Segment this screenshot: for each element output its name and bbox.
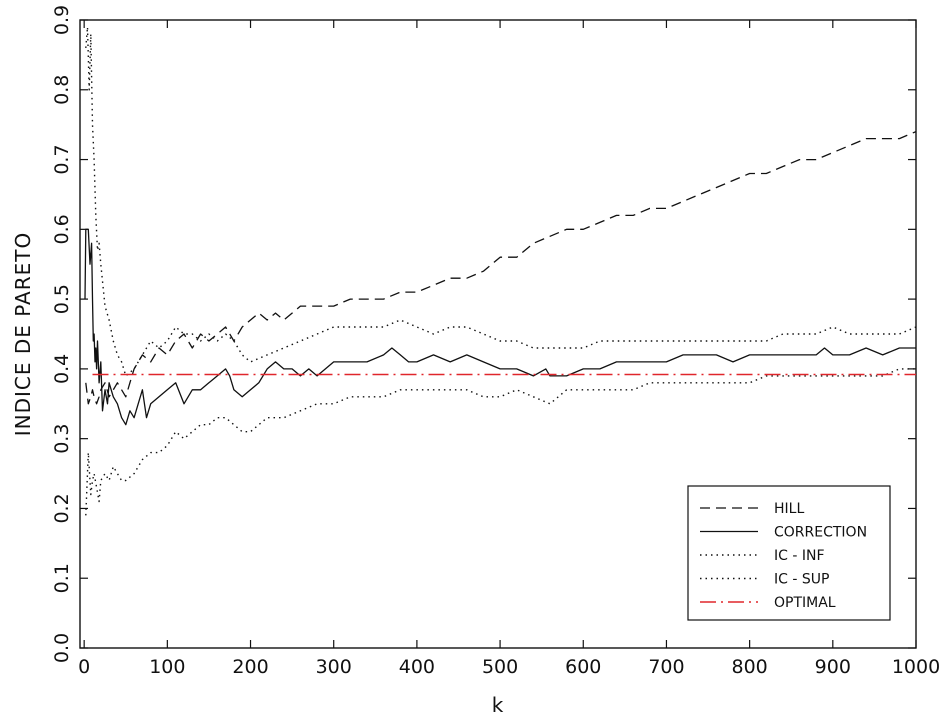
y-tick-label: 0.6 [51,214,73,244]
x-tick-label: 500 [482,656,518,678]
y-tick-label: 0.8 [51,75,73,105]
x-tick-label: 200 [232,656,268,678]
x-tick-label: 400 [399,656,435,678]
y-tick-label: 0.1 [51,563,73,593]
y-axis-label: INDICE DE PARETO [11,232,35,436]
x-tick-label: 1000 [892,656,940,678]
x-tick-label: 100 [149,656,185,678]
y-tick-label: 0.0 [51,633,73,663]
x-tick-label: 900 [815,656,851,678]
y-tick-label: 0.4 [51,354,73,384]
series-line-ic-sup [85,26,917,377]
legend-label: HILL [774,501,804,517]
x-tick-label: 800 [731,656,767,678]
legend-label: IC - INF [774,548,825,564]
series-lines [84,26,917,516]
x-tick-label: 700 [648,656,684,678]
series-line-hill [85,131,917,405]
x-tick-label: 300 [316,656,352,678]
y-tick-label: 0.9 [51,5,73,35]
legend-label: IC - SUP [774,572,829,588]
legend-label: CORRECTION [774,525,867,541]
series-line-correction [84,228,916,426]
x-tick-label: 600 [565,656,601,678]
legend: HILL CORRECTION IC - INF IC - SUP OPTIMAL [687,485,891,621]
legend-items: HILL CORRECTION IC - INF IC - SUP OPTIMAL [700,501,867,611]
legend-label: OPTIMAL [774,595,836,611]
x-axis-label: k [492,693,505,717]
x-tick-label: 0 [78,656,90,678]
y-tick-label: 0.2 [51,493,73,523]
y-tick-label: 0.3 [51,424,73,454]
plot-frame [79,19,917,649]
y-tick-label: 0.7 [51,144,73,174]
y-tick-label: 0.5 [51,284,73,314]
axis-ticks: 0 100 200 300 400 500 600 700 800 900 1000 0.0 0.1 0.… [51,5,940,678]
